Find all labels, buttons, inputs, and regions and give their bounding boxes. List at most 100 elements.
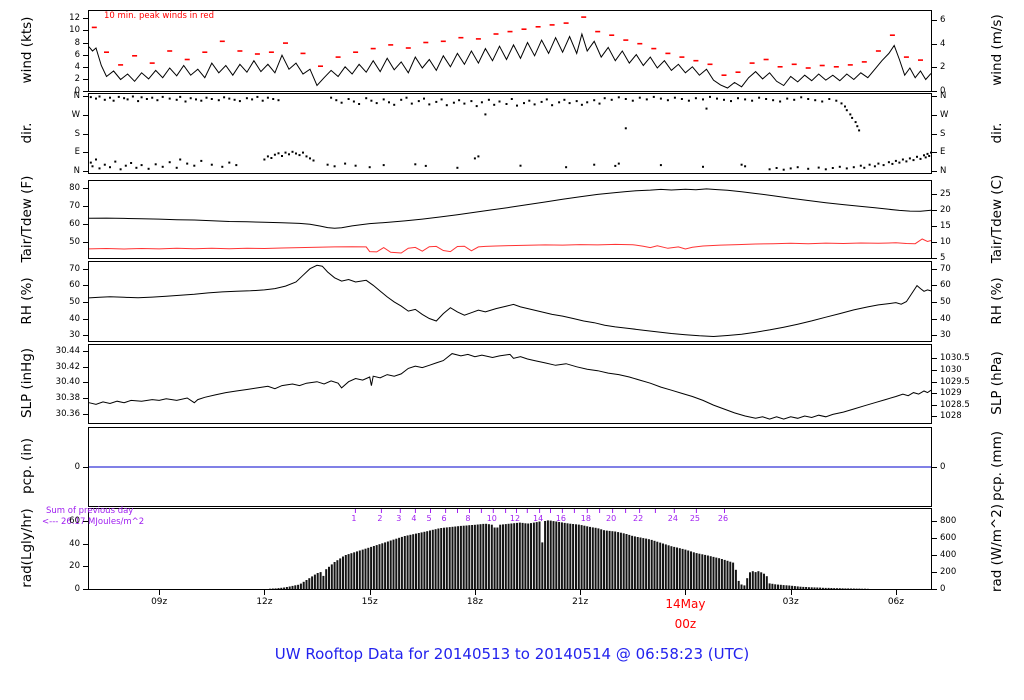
rad-right-tick [932,571,937,573]
wind-left-tick-label: 0 [74,86,80,96]
x-axis-tick-label: 09z [151,597,168,607]
slp-left-tick [83,398,88,400]
x-axis-tick [580,590,582,595]
wind-right-tick-label: 2 [940,62,946,73]
wind-left-tick [83,30,88,32]
rh-left-tick-label: 40 [69,313,80,324]
rad-cumulative-marker-label: 26 [717,514,729,523]
rad-cumulative-marker-label: 18 [580,514,591,523]
dir-left-tick [83,114,88,116]
slp-right-tick-label: 1028 [940,410,962,421]
rad-right-tick [932,520,937,522]
wind-right-tick [932,43,937,45]
x-axis-tick [790,590,792,595]
rad-cumulative-marker-label: 20 [605,514,617,523]
rad-cumulative-marker-label: 14 [533,514,544,523]
panel-rad [88,508,932,590]
dir-plot-area [89,95,932,171]
dir-right-tick [932,133,937,135]
temp-left-tick-label: 80 [69,183,80,194]
temp-right-tick-label: 15 [940,220,951,231]
dir-left-tick-label: E [74,147,80,158]
slp-left-tick [83,382,88,384]
rad-annotation-1: <--- 26.17 MJoules/m^2 [42,517,145,527]
wind-annotation-0: 10 min. peak winds in red [104,11,215,21]
wind-right-tick-label: 0 [940,86,946,96]
rh-left-tick [83,285,88,287]
dir-right-tick-label: S [940,128,946,139]
slp-right-tick [932,404,937,406]
slp-left-tick-label: 30.36 [55,408,80,419]
temp-right-tick-label: 10 [940,236,951,247]
rh-right-tick [932,335,937,337]
x-axis-tick [685,590,687,595]
rad-right-tick [932,589,937,590]
x-axis-tick [159,590,161,595]
slp-plot-area [88,353,932,420]
x-axis-tick [369,590,371,595]
panel-rh [88,261,932,342]
pcp-y-axis-label-right: pcp. (mm) [989,431,1005,501]
rad-annotation-0: Sum of previous day [46,506,134,516]
slp-y-axis-label-right: SLP (hPa) [989,351,1005,415]
dir-left-tick-label: S [74,128,80,139]
tair-f-trace [88,188,932,229]
rad-left-tick-label: 0 [74,584,80,594]
temp-plot-area [88,188,932,254]
rad-cumulative-marker-label: 22 [633,514,644,523]
dir-right-tick-label: E [940,147,946,158]
rad-cumulative-marker-label: 8 [465,514,471,523]
wind-right-tick [932,20,937,22]
dir-left-tick [83,152,88,154]
x-axis-tick [895,590,897,595]
dir-left-tick-label: N [73,165,80,176]
rad-cumulative-marker-label: 6 [441,514,447,523]
rad-cumulative-marker-label: 2 [377,514,383,523]
slp-left-tick-label: 30.44 [55,346,80,357]
rad-right-tick-label: 600 [940,532,957,543]
wind-avg-kts-trace [88,32,932,89]
x-axis-tick-label-line2: 00z [674,617,697,631]
rh-left-tick [83,301,88,303]
wind-left-tick [83,66,88,68]
dir-y-axis-label-left: dir. [19,122,35,143]
rad-right-tick-label: 800 [940,515,957,526]
x-axis-tick-label: 14May [665,597,706,611]
dir-y-axis-label-right: dir. [989,122,1005,143]
panel-temp [88,180,932,259]
wind-direction-deg-points [930,151,932,154]
temp-left-tick [83,241,88,243]
rh-left-tick [83,318,88,320]
dir-right-tick [932,96,937,98]
rh-right-tick [932,268,937,270]
rad-left-tick [83,589,88,590]
rad-cumulative-marker-label: 25 [689,514,701,523]
rad-cumulative-marker-label: 1 [351,514,357,523]
slp-left-tick [83,366,88,368]
dir-right-tick [932,114,937,116]
wind-left-tick-label: 2 [74,73,80,84]
slp-right-tick [932,393,937,395]
dir-right-tick-label: N [940,91,947,102]
rh-left-tick-label: 50 [69,296,80,307]
slp-right-tick-label: 1030 [940,365,962,376]
temp-y-axis-label-right: Tair/Tdew (C) [989,174,1005,263]
temp-right-tick-label: 25 [940,188,951,199]
rad-left-tick-label: 60 [69,516,80,527]
x-axis-tick [264,590,266,595]
rad-right-tick [932,537,937,539]
temp-right-tick [932,193,937,195]
temp-right-tick [932,209,937,211]
wind-left-tick-label: 8 [74,37,80,48]
chart-title: UW Rooftop Data for 20140513 to 20140514… [274,645,750,663]
rh-percent-trace [88,264,932,338]
rad-cumulative-marker-label: 3 [396,514,402,523]
rad-cumulative-marker-label: 12 [509,514,521,523]
temp-right-tick [932,258,937,259]
rh-left-tick [83,268,88,270]
slp-right-tick-label: 1029 [940,388,962,399]
slp-right-tick-label: 1030.5 [940,353,970,364]
rad-cumulative-marker-label: 24 [667,514,678,523]
rh-right-tick [932,301,937,303]
